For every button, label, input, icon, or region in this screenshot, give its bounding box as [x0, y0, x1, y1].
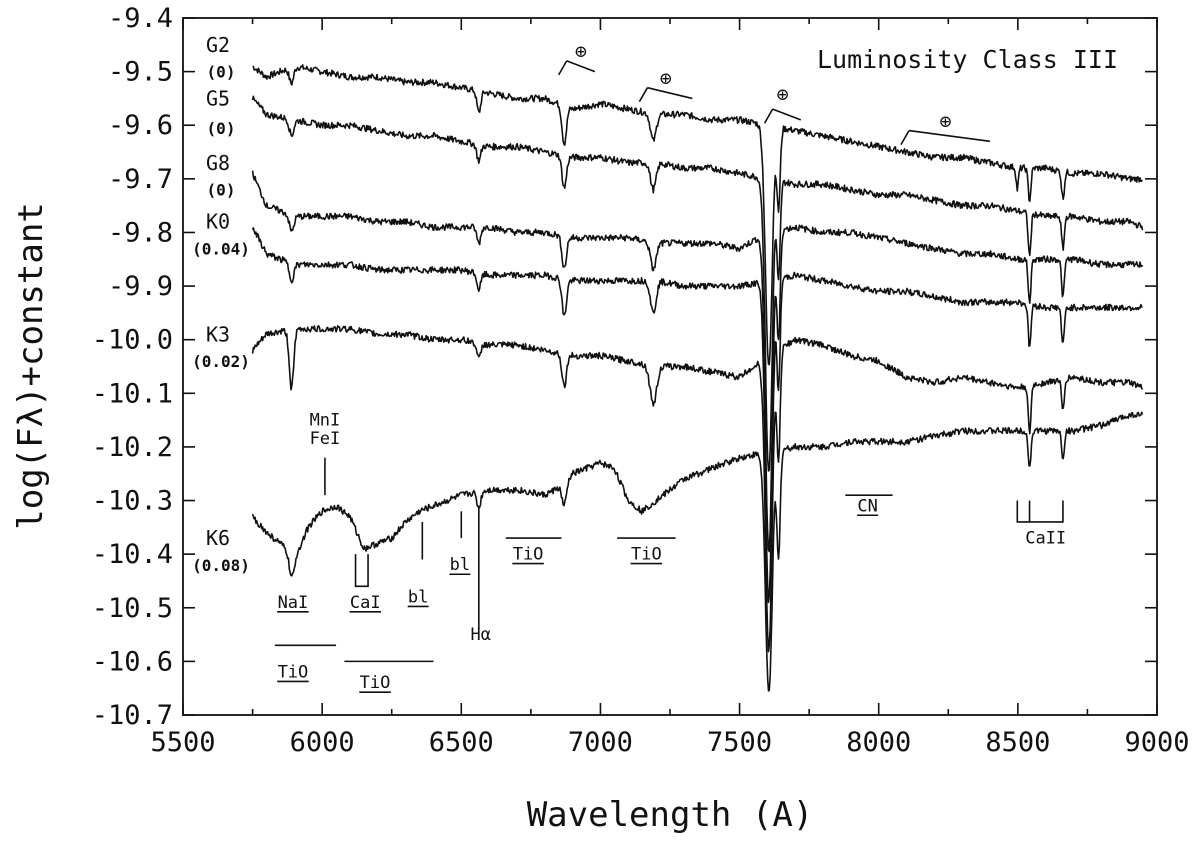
feature-label: TiO [513, 545, 544, 565]
y-tick-label: -10.6 [92, 646, 173, 677]
series-reddening: (0.04) [192, 240, 250, 259]
telluric-band [772, 108, 802, 121]
y-tick-label: -10.5 [92, 593, 173, 624]
series-label: G5 [206, 86, 230, 110]
y-tick-label: -10.3 [92, 486, 173, 517]
telluric-band [908, 129, 991, 143]
feature-label: TiO [278, 662, 309, 682]
series-reddening: (0.08) [192, 556, 250, 575]
x-tick-label: 8000 [846, 727, 911, 758]
feature-label: Hα [471, 625, 491, 645]
telluric-symbol: ⊕ [575, 39, 587, 63]
cai-bracket [354, 554, 369, 588]
series-label: K0 [206, 210, 230, 234]
telluric-symbol: ⊕ [939, 109, 951, 133]
feature-label: bl [408, 587, 428, 607]
x-tick-label: 6500 [429, 727, 494, 758]
series-label: K3 [206, 322, 230, 346]
x-axis-title: Wavelength (A) [527, 795, 814, 835]
spectrum-k6 [251, 411, 1144, 692]
series-reddening: (0) [207, 119, 236, 138]
feature-label: CaII [1025, 528, 1066, 548]
feature-label: TiO [631, 545, 662, 565]
y-tick-label: -9.6 [108, 110, 173, 141]
y-tick-label: -10.1 [92, 378, 173, 409]
y-tick-label: -10.0 [92, 325, 173, 356]
spectra-series [251, 64, 1144, 692]
telluric-band [566, 60, 596, 73]
series-label: G2 [206, 33, 230, 57]
x-tick-label: 6000 [290, 727, 355, 758]
line-identification-marks: ⊕ ⊕ ⊕ ⊕ [274, 39, 1064, 663]
y-tick-label: -9.9 [108, 271, 173, 302]
series-reddening: (0) [207, 63, 236, 82]
feature-label: CaI [350, 593, 381, 613]
spectrum-g2 [252, 64, 1144, 366]
feature-label: TiO [360, 673, 391, 693]
caii-bracket [1016, 500, 1064, 523]
y-tick-label: -10.4 [92, 539, 173, 570]
series-reddening: (0.02) [192, 352, 250, 371]
x-tick-label: 7500 [707, 727, 772, 758]
series-label: K6 [206, 526, 230, 550]
telluric-symbol: ⊕ [660, 66, 672, 90]
feature-label: NaI [278, 593, 309, 613]
y-tick-label: -10.7 [92, 700, 173, 731]
spectrum-g8 [251, 170, 1144, 553]
y-tick-label: -10.2 [92, 432, 173, 463]
spectrum-g5 [251, 95, 1144, 472]
y-tick-label: -9.5 [108, 57, 173, 88]
feature-label: CN [857, 496, 877, 516]
feature-label: bl [450, 555, 470, 575]
spectrum-k0 [251, 227, 1143, 604]
telluric-tick [557, 60, 568, 76]
telluric-band [647, 86, 693, 100]
telluric-tick [638, 87, 649, 103]
y-tick-label: -9.8 [108, 217, 173, 248]
x-tick-label: 5500 [150, 727, 215, 758]
feature-label: FeI [310, 429, 341, 449]
feature-label: MnI [310, 410, 341, 430]
series-label: G8 [206, 151, 230, 175]
telluric-symbol: ⊕ [777, 82, 789, 106]
telluric-tick [763, 108, 774, 124]
annotations: G2 (0) G5 (0) G8 (0) K0 (0.04) K3 (0.02) K6 (0.08) M… [192, 33, 1066, 693]
spectrum-k3 [251, 325, 1144, 653]
y-tick-label: -9.7 [108, 164, 173, 195]
x-tick-label: 9000 [1124, 727, 1189, 758]
y-axis-title: log(Fλ)+constant [11, 202, 51, 530]
series-reddening: (0) [207, 181, 236, 200]
axis-ticks: 5500 6000 6500 7000 7500 8000 8500 9000 -9.4 -9.5… [92, 3, 1190, 758]
telluric-tick [900, 130, 910, 145]
x-tick-label: 7000 [568, 727, 633, 758]
y-tick-label: -9.4 [108, 3, 173, 34]
chart-title: Luminosity Class III [817, 45, 1118, 74]
x-tick-label: 8500 [985, 727, 1050, 758]
